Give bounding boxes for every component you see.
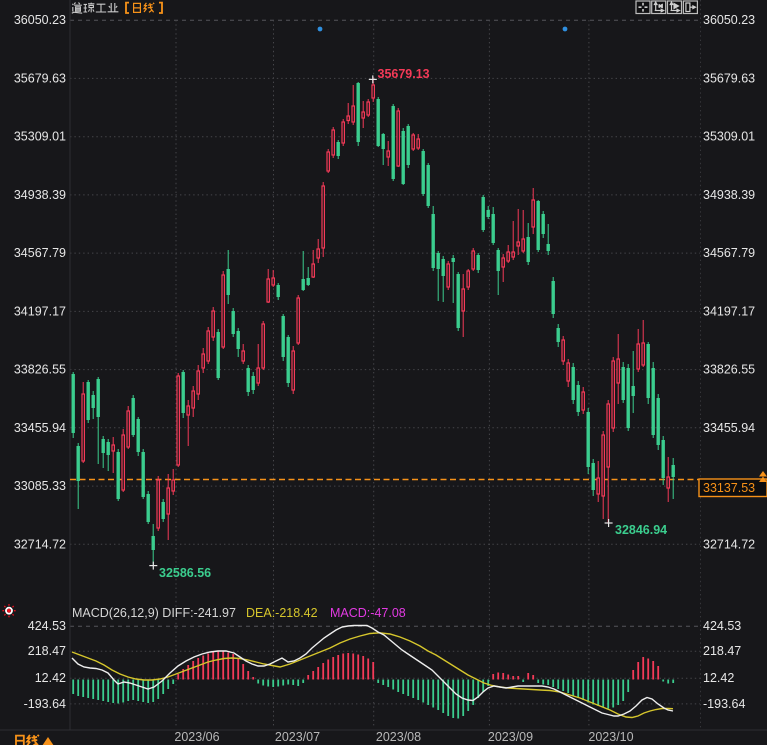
svg-text:32714.72: 32714.72 xyxy=(703,537,755,551)
svg-text:34938.39: 34938.39 xyxy=(703,188,755,202)
svg-text:2023/06: 2023/06 xyxy=(174,730,219,744)
svg-text:34567.79: 34567.79 xyxy=(14,246,66,260)
svg-text:34567.79: 34567.79 xyxy=(703,246,755,260)
svg-text:12.42: 12.42 xyxy=(35,671,66,685)
svg-text:36050.23: 36050.23 xyxy=(703,13,755,27)
svg-text:2023/09: 2023/09 xyxy=(488,730,533,744)
svg-text:12.42: 12.42 xyxy=(703,671,734,685)
svg-text:33826.55: 33826.55 xyxy=(703,363,755,377)
svg-text:32714.72: 32714.72 xyxy=(14,537,66,551)
svg-text:-193.64: -193.64 xyxy=(703,697,745,711)
svg-text:2023/07: 2023/07 xyxy=(275,730,320,744)
svg-text:33137.53: 33137.53 xyxy=(703,481,755,495)
svg-text:MACD:-47.08: MACD:-47.08 xyxy=(330,606,406,620)
svg-text:424.53: 424.53 xyxy=(703,619,741,633)
svg-text:32846.94: 32846.94 xyxy=(615,523,667,537)
svg-text:35309.01: 35309.01 xyxy=(14,130,66,144)
svg-text:34197.17: 34197.17 xyxy=(14,304,66,318)
svg-text:218.47: 218.47 xyxy=(703,644,741,658)
svg-text:34197.17: 34197.17 xyxy=(703,304,755,318)
svg-text:-193.64: -193.64 xyxy=(24,697,66,711)
svg-text:424.53: 424.53 xyxy=(28,619,66,633)
svg-text:2023/10: 2023/10 xyxy=(588,730,633,744)
svg-text:2023/08: 2023/08 xyxy=(376,730,421,744)
svg-text:35679.63: 35679.63 xyxy=(703,71,755,85)
svg-text:35679.13: 35679.13 xyxy=(378,67,430,81)
svg-text:DEA:-218.42: DEA:-218.42 xyxy=(246,606,318,620)
svg-text:34938.39: 34938.39 xyxy=(14,188,66,202)
svg-text:33455.94: 33455.94 xyxy=(703,421,755,435)
svg-text:36050.23: 36050.23 xyxy=(14,13,66,27)
svg-text:33085.33: 33085.33 xyxy=(14,479,66,493)
svg-text:MACD(26,12,9) DIFF:-241.97: MACD(26,12,9) DIFF:-241.97 xyxy=(72,606,236,620)
svg-text:32586.56: 32586.56 xyxy=(159,566,211,580)
svg-text:218.47: 218.47 xyxy=(28,644,66,658)
svg-text:33455.94: 33455.94 xyxy=(14,421,66,435)
svg-text:33826.55: 33826.55 xyxy=(14,363,66,377)
svg-text:35309.01: 35309.01 xyxy=(703,130,755,144)
svg-text:35679.63: 35679.63 xyxy=(14,71,66,85)
